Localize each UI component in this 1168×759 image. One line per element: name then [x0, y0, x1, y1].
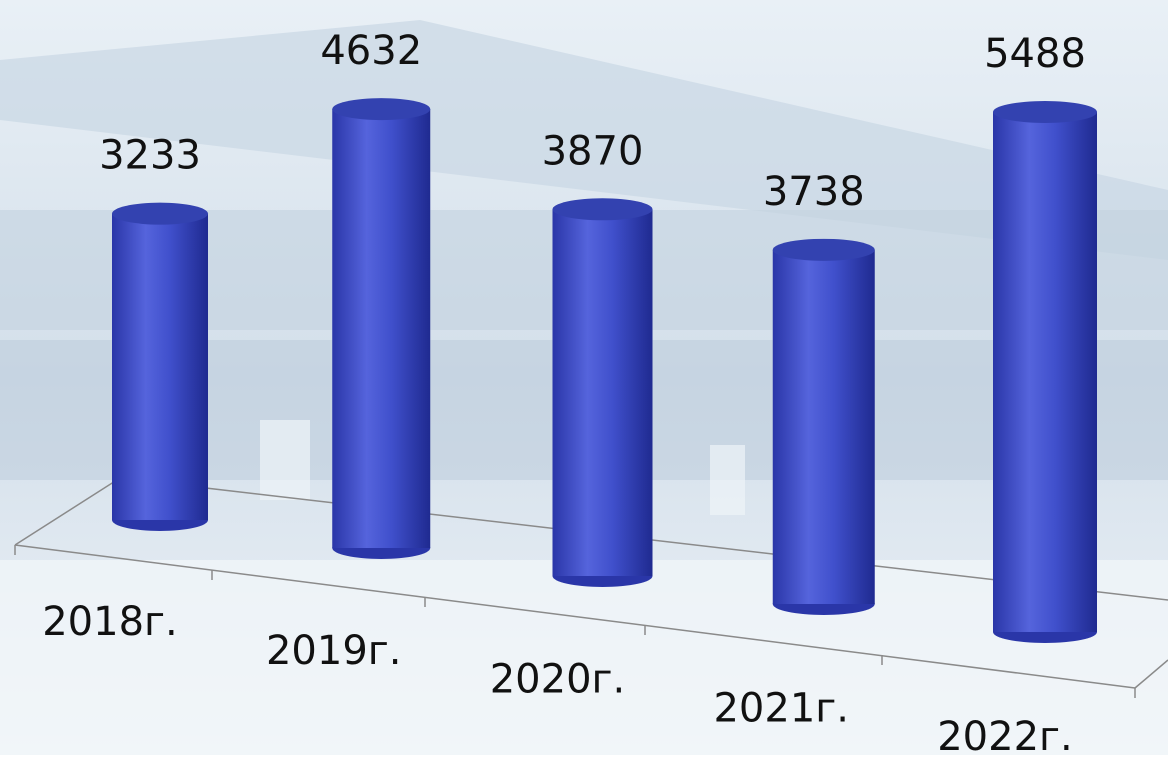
bar-top	[552, 198, 653, 221]
bar	[772, 249, 875, 604]
bar	[112, 213, 208, 520]
data-label: 3738	[763, 169, 865, 215]
bar-top	[772, 238, 875, 261]
bar	[552, 209, 653, 577]
data-label: 5488	[984, 31, 1086, 77]
data-label: 4632	[320, 28, 422, 74]
bar	[332, 109, 431, 548]
x-tick-label: 2019г.	[266, 628, 402, 674]
bar	[993, 112, 1097, 632]
x-tick-label: 2022г.	[937, 714, 1073, 755]
bar-top	[993, 101, 1097, 123]
data-label: 3870	[542, 128, 644, 174]
data-label: 3233	[99, 133, 201, 179]
bar-top	[112, 202, 208, 225]
x-tick-label: 2021г.	[713, 685, 849, 731]
bar-top	[332, 98, 431, 121]
x-tick-label: 2018г.	[42, 599, 178, 645]
x-tick-label: 2020г.	[490, 657, 626, 703]
